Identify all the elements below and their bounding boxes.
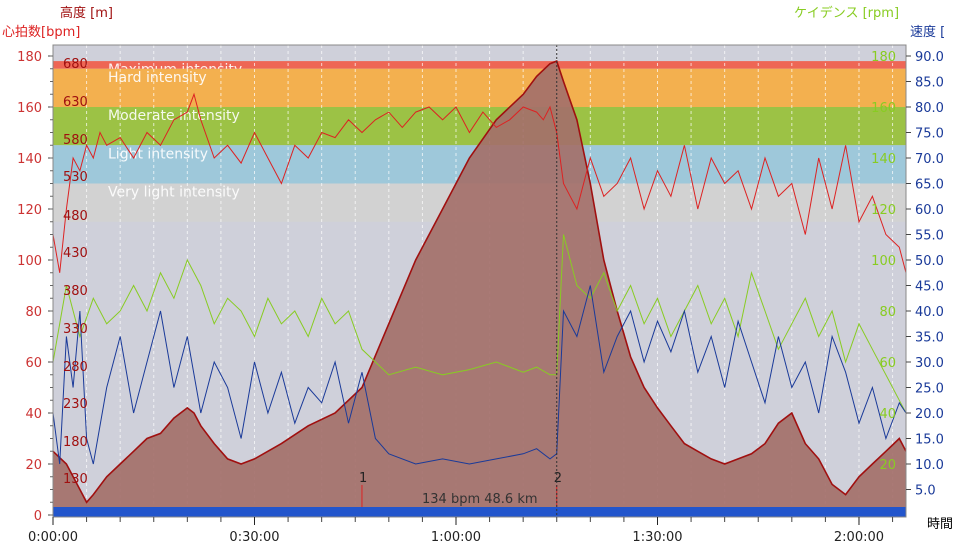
cadence-axis-title: ケイデンス [rpm] [794, 5, 899, 21]
time-axis-title: 時間 [927, 517, 953, 532]
cadence-tick-label: 160 [871, 101, 896, 116]
cadence-tick-label: 120 [871, 203, 896, 218]
speed-tick-label: 15.0 [915, 433, 944, 448]
heart-rate-tick-label: 140 [17, 152, 42, 167]
elevation-tick-label: 280 [63, 360, 88, 375]
time-tick-label: 1:00:00 [431, 530, 481, 545]
speed-tick-label: 35.0 [915, 331, 944, 346]
cadence-tick-label: 60 [879, 356, 896, 371]
heart-rate-tick-label: 80 [25, 305, 42, 320]
elevation-tick-label: 530 [63, 170, 88, 185]
plot-frame [52, 44, 907, 518]
elevation-area [53, 61, 906, 517]
speed-tick-label: 5.0 [915, 484, 936, 499]
cadence-tick-label: 40 [879, 407, 896, 422]
zone-band [53, 61, 906, 69]
heart-rate-axis-title: 心拍数[bpm] [2, 25, 80, 40]
speed-tick-label: 45.0 [915, 280, 944, 295]
heart-rate-tick-label: 40 [25, 407, 42, 422]
elevation-tick-label: 580 [63, 133, 88, 148]
speed-tick-label: 80.0 [915, 101, 944, 116]
elevation-tick-label: 130 [63, 472, 88, 487]
speed-tick-label: 60.0 [915, 203, 944, 218]
cursor-annotation: 134 bpm 48.6 km [422, 492, 538, 507]
heart-rate-tick-label: 100 [17, 254, 42, 269]
zone-label: Hard intensity [108, 70, 207, 86]
elevation-tick-label: 230 [63, 397, 88, 412]
heart-rate-tick-label: 180 [17, 50, 42, 65]
heart-rate-tick-label: 20 [25, 458, 42, 473]
speed-tick-label: 40.0 [915, 305, 944, 320]
baseline-bar [53, 507, 906, 517]
speed-tick-label: 50.0 [915, 254, 944, 269]
time-tick-label: 0:30:00 [229, 530, 279, 545]
speed-axis-title: 速度 [ [910, 24, 945, 40]
lap-marker-label: 2 [554, 471, 562, 486]
lap-marker-label: 1 [359, 471, 367, 486]
speed-tick-label: 10.0 [915, 458, 944, 473]
speed-tick-label: 25.0 [915, 382, 944, 397]
zone-label: Light intensity [108, 146, 208, 162]
cadence-tick-label: 180 [871, 50, 896, 65]
heart-rate-tick-label: 120 [17, 203, 42, 218]
speed-tick-label: 65.0 [915, 178, 944, 193]
elevation-tick-label: 380 [63, 284, 88, 299]
elevation-tick-label: 680 [63, 57, 88, 72]
time-tick-label: 1:30:00 [632, 530, 682, 545]
elevation-axis-title: 高度 [m] [60, 5, 113, 21]
elevation-tick-label: 330 [63, 322, 88, 337]
cadence-tick-label: 20 [879, 458, 896, 473]
heart-rate-tick-label: 0 [34, 509, 42, 524]
zone-label: Moderate intensity [108, 108, 240, 124]
speed-tick-label: 90.0 [915, 50, 944, 65]
cadence-line [53, 234, 906, 414]
zone-band [53, 68, 906, 107]
cadence-tick-label: 100 [871, 254, 896, 269]
heart-rate-line [53, 92, 906, 273]
speed-tick-label: 55.0 [915, 229, 944, 244]
zone-label: Very light intensity [108, 185, 240, 201]
speed-tick-label: 30.0 [915, 356, 944, 371]
speed-tick-label: 20.0 [915, 407, 944, 422]
elevation-tick-label: 480 [63, 209, 88, 224]
time-tick-label: 2:00:00 [834, 530, 884, 545]
heart-rate-tick-label: 160 [17, 101, 42, 116]
speed-tick-label: 85.0 [915, 76, 944, 91]
elevation-tick-label: 630 [63, 95, 88, 110]
elevation-line [53, 60, 906, 504]
speed-tick-label: 75.0 [915, 127, 944, 142]
speed-line [53, 285, 906, 465]
elevation-tick-label: 430 [63, 246, 88, 261]
heart-rate-tick-label: 60 [25, 356, 42, 371]
speed-tick-label: 70.0 [915, 152, 944, 167]
elevation-tick-label: 180 [63, 435, 88, 450]
zone-band [53, 107, 906, 146]
cadence-tick-label: 80 [879, 305, 896, 320]
time-tick-label: 0:00:00 [28, 530, 78, 545]
cadence-tick-label: 140 [871, 152, 896, 167]
